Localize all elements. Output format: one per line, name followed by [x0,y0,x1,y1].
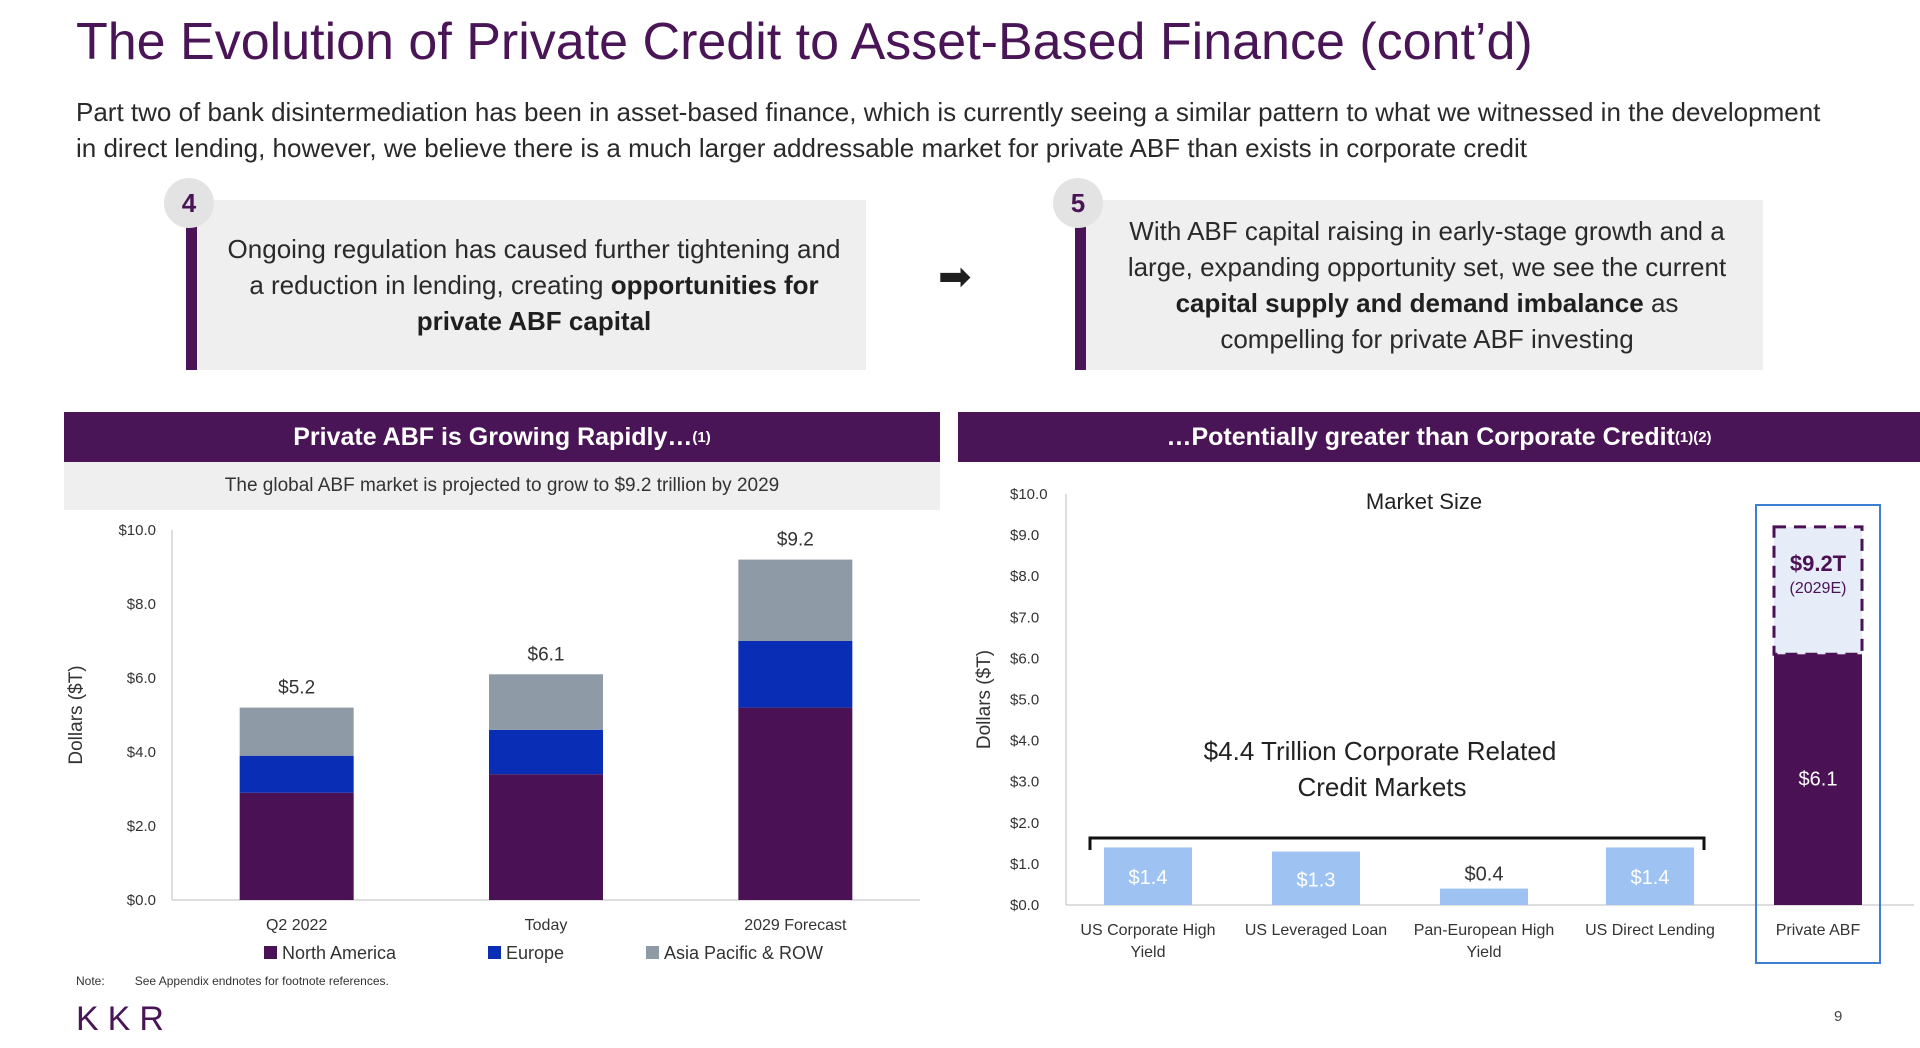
abf-growth-stacked-bar-chart: $0.0 $2.0 $4.0 $6.0 $8.0 $10.0 Dollars ($T) $5.… [66,522,920,963]
y-tick-label: $1.0 [1010,856,1039,873]
legend-label: Asia Pacific & ROW [664,943,823,963]
bar-segment [239,707,354,756]
y-tick-label: $10.0 [118,522,156,539]
callout-text: Ongoing regulation has caused further ti… [227,234,841,336]
callout-number-badge: 4 [164,178,214,228]
bar-total-label: $5.2 [278,678,315,699]
callout-number-badge: 5 [1053,178,1103,228]
bar-value-label: $1.4 [1129,867,1168,889]
y-tick-label: $8.0 [127,596,156,613]
y-tick-label: $4.0 [1010,733,1039,750]
bar-segment [239,755,354,793]
y-tick-label: $7.0 [1010,609,1039,626]
bar-value-label: $6.1 [1799,769,1838,791]
page-subtitle: Part two of bank disintermediation has b… [76,97,1821,163]
callout-opportunity: 5 With ABF capital raising in early-stag… [1053,178,1763,370]
bar-segment [489,674,603,730]
bar-segment [738,559,853,641]
callout-regulation: 4 Ongoing regulation has caused further … [164,178,866,370]
left-panel-subheader: The global ABF market is projected to gr… [64,462,940,510]
legend-swatch [264,946,277,959]
page-title: The Evolution of Private Credit to Asset… [76,13,1533,71]
legend-label: North America [282,943,397,963]
y-tick-label: $4.0 [127,744,156,761]
y-tick-label: $6.0 [1010,650,1039,667]
y-tick-label: $6.0 [127,670,156,687]
bar-segment [489,774,603,900]
bar-value-label: $1.3 [1297,869,1336,891]
y-tick-label: $8.0 [1010,568,1039,585]
bar-value-label: $0.4 [1465,864,1504,886]
bracket-line [1088,836,1706,850]
bar-segment [738,641,853,708]
x-tick-label: Today [525,917,568,934]
bar [1440,888,1528,905]
legend-swatch [646,946,659,959]
x-tick-label: Yield [1131,944,1166,961]
highlight-box [1755,504,1881,964]
bar [1774,654,1862,905]
right-arrow-icon: ➡ [938,255,972,299]
y-tick-label: $0.0 [1010,897,1039,914]
x-tick-label: US Corporate High [1080,922,1215,939]
bar [1104,847,1192,905]
callout-accent-bar [1075,222,1086,370]
bar [1606,847,1694,905]
y-tick-label: $10.0 [1010,486,1048,503]
forecast-label: $9.2T [1790,551,1847,576]
bar-segment [489,729,603,775]
bracket-label-line: Credit Markets [1297,772,1466,802]
legend-label: Europe [506,943,564,963]
y-tick-label: $2.0 [1010,815,1039,832]
left-panel-header: Private ABF is Growing Rapidly… (1) [64,412,940,462]
forecast-sublabel: (2029E) [1790,580,1847,597]
bar-segment [239,792,354,900]
y-tick-label: $5.0 [1010,692,1039,709]
x-tick-label: Pan-European High [1414,922,1555,939]
y-tick-label: $9.0 [1010,527,1039,544]
bar-segment [738,707,853,900]
chart-title: Market Size [1366,489,1482,514]
callout-accent-bar [186,222,197,370]
x-tick-label: US Leveraged Loan [1245,922,1387,939]
kkr-logo: KKR [76,1000,173,1038]
footnote: Note: See Appendix endnotes for footnote … [76,974,389,988]
callout-text: With ABF capital raising in early-stage … [1127,216,1727,354]
forecast-bar-fill [1774,526,1862,655]
y-tick-label: $0.0 [127,892,156,909]
legend-swatch [488,946,501,959]
right-panel-header: …Potentially greater than Corporate Cred… [958,412,1920,462]
bar-total-label: $9.2 [777,530,814,551]
x-tick-label: Yield [1467,944,1502,961]
forecast-bar-outline [1772,525,1864,656]
x-tick-label: Q2 2022 [266,917,327,934]
bar [1272,851,1360,905]
x-tick-label: Private ABF [1776,922,1861,939]
market-size-bar-chart: $0.0 $1.0 $2.0 $3.0 $4.0 $5.0 $6.0 $7.0 $8.0 $9.0… [974,486,1914,964]
y-axis-title: Dollars ($T) [974,650,995,749]
page-number: 9 [1834,1008,1843,1025]
y-axis-title: Dollars ($T) [66,665,87,764]
bracket-label-line: $4.4 Trillion Corporate Related [1204,736,1557,766]
bar-total-label: $6.1 [528,644,565,665]
y-tick-label: $3.0 [1010,774,1039,791]
bar-value-label: $1.4 [1631,867,1670,889]
y-tick-label: $2.0 [127,818,156,835]
x-tick-label: US Direct Lending [1585,922,1715,939]
x-tick-label: 2029 Forecast [744,917,847,934]
